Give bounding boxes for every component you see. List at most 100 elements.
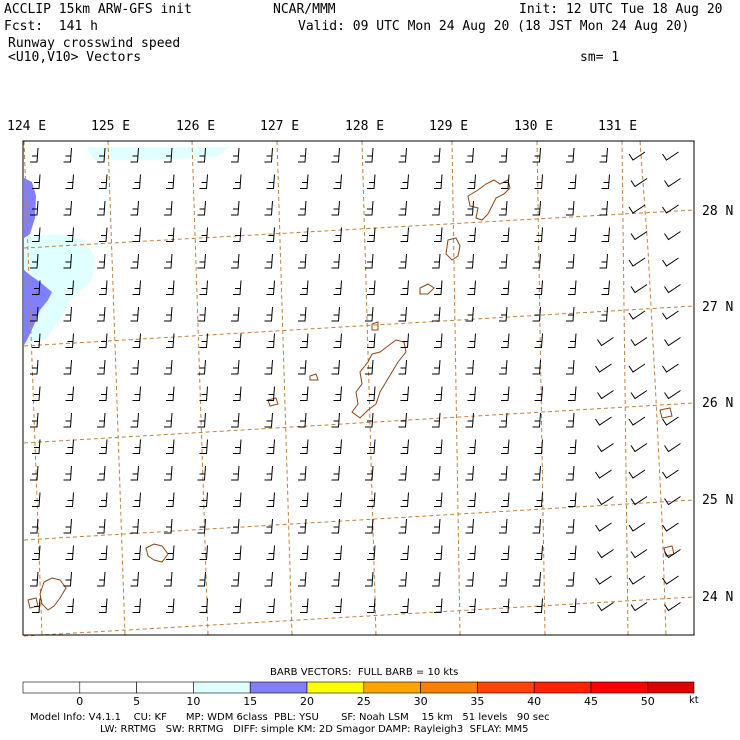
wind-barb: [630, 443, 648, 453]
wind-barb: [434, 492, 443, 507]
wind-barb: [400, 545, 409, 560]
wind-barb: [231, 253, 240, 269]
lon-label-128e: 128 E: [345, 119, 385, 134]
wind-barb: [197, 465, 206, 481]
wind-barb: [465, 359, 474, 375]
wind-barb: [467, 492, 476, 507]
wind-barb: [601, 280, 610, 295]
wind-barb: [664, 602, 681, 612]
wind-barb: [199, 492, 208, 507]
wind-barb: [197, 306, 206, 322]
wind-barb: [333, 386, 342, 401]
wind-barb: [233, 492, 242, 507]
wind-barb: [199, 333, 208, 348]
wind-barb: [298, 147, 307, 163]
wind-barb: [398, 306, 407, 322]
wind-barb: [32, 386, 41, 401]
wind-barb: [467, 439, 476, 454]
model-info-line1: Model Info: V4.1.1 CU: KF MP: WDM 6class…: [30, 712, 550, 723]
wind-barb: [465, 253, 474, 269]
wind-barb: [132, 386, 141, 401]
wind-barb: [97, 200, 106, 216]
wind-barb: [65, 280, 74, 295]
wind-barb: [166, 598, 175, 613]
wind-barb: [400, 598, 409, 613]
wind-barb: [30, 465, 39, 481]
wind-barb: [499, 465, 508, 481]
wind-barb: [266, 492, 275, 507]
wind-barb: [97, 412, 106, 428]
wind-barb: [465, 518, 474, 534]
wind-barb: [566, 412, 575, 428]
blue-shading: [24, 178, 52, 345]
wind-barb: [467, 545, 476, 560]
wind-barb: [534, 492, 543, 507]
init-time: Init: 12 UTC Tue 18 Aug 20: [519, 2, 723, 17]
wind-barb: [266, 333, 275, 348]
wind-barb: [266, 386, 275, 401]
wind-barb: [197, 147, 206, 163]
wind-barb: [32, 545, 41, 560]
meridian-line: [451, 140, 461, 636]
wind-barb: [99, 386, 108, 401]
wind-barb: [266, 598, 275, 613]
wind-barb: [30, 253, 39, 269]
wind-barb: [298, 412, 307, 428]
wind-barb: [300, 492, 309, 507]
wind-barb: [300, 333, 309, 348]
wind-barb: [662, 363, 679, 373]
wind-barb: [532, 465, 541, 481]
colorbar-segment: [79, 681, 137, 694]
meridian-line: [621, 140, 629, 636]
wind-barb: [566, 518, 575, 534]
wind-barb: [566, 253, 575, 269]
wind-barb: [199, 545, 208, 560]
smoothing-label: sm= 1: [580, 50, 620, 65]
wind-barb: [166, 174, 175, 189]
wind-barb: [32, 598, 41, 613]
field-name: Runway crosswind speed: [8, 36, 181, 51]
wind-barb: [400, 439, 409, 454]
wind-barb: [597, 337, 614, 347]
wind-barb: [534, 439, 543, 454]
wind-barb: [664, 284, 681, 294]
boundary-line: [639, 140, 667, 636]
wind-barb: [662, 522, 679, 532]
colorbar-tick: 45: [584, 695, 598, 708]
wind-barb: [501, 439, 510, 454]
wind-barb: [97, 359, 106, 375]
wind-barb: [164, 465, 173, 481]
wind-barb: [628, 204, 646, 214]
wind-barb: [501, 545, 510, 560]
wind-barb: [664, 178, 681, 188]
wind-barb: [333, 545, 342, 560]
meridian-line: [191, 140, 209, 636]
wind-barb: [628, 363, 646, 373]
wind-barb: [97, 147, 106, 163]
wind-barb: [298, 359, 307, 375]
model-info-line2: LW: RRTMG SW: RRTMG DIFF: simple KM: 2D …: [100, 724, 529, 735]
lon-label-129e: 129 E: [429, 119, 469, 134]
wind-barb: [65, 333, 74, 348]
wind-barb: [628, 151, 646, 161]
colorbar-tick: 40: [527, 695, 541, 708]
wind-barb: [130, 359, 139, 375]
wind-barb: [499, 412, 508, 428]
lat-lon-grid: [23, 140, 695, 637]
wind-barb: [534, 545, 543, 560]
wind-barb: [599, 253, 608, 269]
wind-barb: [130, 571, 139, 587]
wind-barb: [164, 412, 173, 428]
wind-barb: [532, 359, 541, 375]
lon-label-126e: 126 E: [176, 119, 216, 134]
wind-barb: [595, 363, 612, 373]
wind-barb: [568, 545, 577, 560]
wind-barb: [132, 439, 141, 454]
wind-barb: [532, 200, 541, 216]
wind-barb: [97, 571, 106, 587]
wind-barb: [467, 598, 476, 613]
colorbar-segment: [22, 681, 81, 694]
wind-barb: [63, 253, 72, 269]
wind-barb: [331, 465, 340, 481]
wind-barb: [532, 306, 541, 322]
